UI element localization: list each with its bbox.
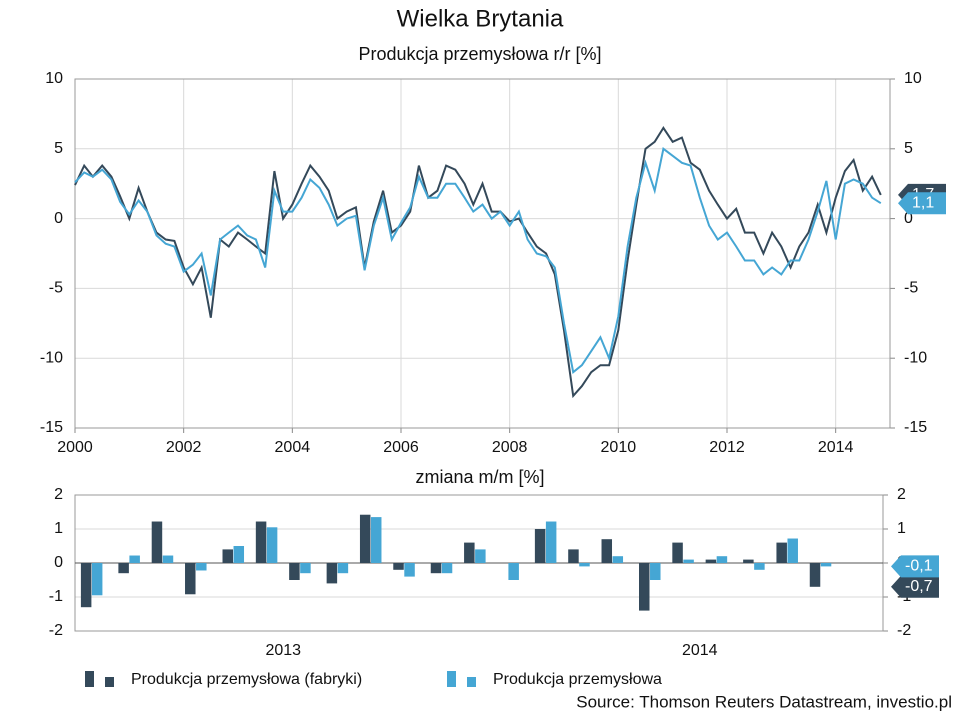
- bar: [579, 563, 590, 567]
- line-series: [74, 126, 882, 399]
- y2-tick-label: 1: [897, 520, 906, 537]
- y-tick-label: 0: [54, 210, 63, 227]
- bar: [151, 521, 163, 563]
- value-badge: [891, 575, 939, 598]
- y2-tick-label: -10: [904, 349, 927, 366]
- bar: [534, 529, 546, 563]
- value-label: 1,1: [912, 194, 934, 211]
- legend-swatch: [467, 677, 476, 687]
- bar: [370, 517, 382, 563]
- bar: [508, 563, 519, 580]
- bar: [359, 514, 371, 563]
- bar: [820, 563, 832, 567]
- bar: [393, 563, 404, 570]
- bar: [129, 555, 140, 563]
- y-tick-label: 0: [54, 554, 63, 571]
- bar: [266, 527, 278, 563]
- x-tick-label: 2004: [275, 439, 311, 456]
- x-tick-label: 2000: [57, 439, 93, 456]
- page-title: Wielka Brytania: [397, 5, 564, 32]
- bar: [754, 563, 765, 570]
- bar: [601, 539, 613, 563]
- bar: [441, 563, 453, 574]
- bar: [337, 563, 349, 574]
- value-label: -0,1: [905, 558, 933, 575]
- legend-label: Produkcja przemysłowa: [493, 671, 662, 688]
- y-tick-label: 10: [45, 70, 63, 87]
- bar: [404, 563, 415, 577]
- line-series: [74, 147, 882, 375]
- x-tick-label: 2006: [383, 439, 419, 456]
- bar: [716, 556, 728, 563]
- legend-swatch: [105, 677, 114, 687]
- bar: [568, 549, 579, 563]
- chart-title: zmiana m/m [%]: [415, 467, 544, 487]
- x-tick-label: 2014: [818, 439, 854, 456]
- bar: [430, 563, 442, 574]
- bar: [326, 563, 338, 584]
- bar: [639, 563, 650, 611]
- bar: [650, 563, 661, 580]
- y2-tick-label: -5: [904, 280, 918, 297]
- legend-swatch: [447, 671, 456, 687]
- bar: [545, 521, 557, 563]
- bar: [118, 563, 129, 574]
- chart-title: Produkcja przemysłowa r/r [%]: [358, 44, 601, 64]
- plot-frame: [74, 78, 891, 429]
- bar: [776, 542, 787, 563]
- bar: [91, 563, 103, 596]
- bar: [475, 549, 486, 563]
- x-tick-label: 2008: [492, 439, 528, 456]
- bar: [255, 521, 267, 563]
- legend-swatch: [85, 671, 94, 687]
- y-tick-label: 1: [54, 520, 63, 537]
- source: Source: Thomson Reuters Datastream, inve…: [576, 692, 952, 711]
- bar: [683, 559, 694, 563]
- legend-label: Produkcja przemysłowa (fabryki): [131, 671, 362, 688]
- y2-tick-label: 0: [904, 210, 913, 227]
- y-tick-label: -5: [49, 280, 63, 297]
- bar: [233, 546, 245, 563]
- y2-tick-label: 5: [904, 140, 913, 157]
- bar: [705, 559, 717, 563]
- bar: [464, 542, 475, 563]
- value-badge: [891, 555, 939, 578]
- bar: [80, 563, 92, 608]
- y-tick-label: -10: [40, 349, 63, 366]
- bar: [196, 563, 207, 571]
- y-tick-label: -15: [40, 419, 63, 436]
- bar: [787, 538, 798, 563]
- bar: [672, 542, 683, 563]
- y2-tick-label: -2: [897, 622, 911, 639]
- x-tick-label: 2010: [601, 439, 637, 456]
- y2-tick-label: -15: [904, 419, 927, 436]
- bar: [612, 556, 624, 563]
- bar: [185, 563, 196, 595]
- y-tick-label: -1: [49, 588, 63, 605]
- bar: [222, 549, 234, 563]
- x-tick-label: 2014: [682, 642, 718, 659]
- x-tick-label: 2002: [166, 439, 202, 456]
- y-tick-label: -2: [49, 622, 63, 639]
- y2-tick-label: 10: [904, 70, 922, 87]
- value-label: -0,7: [905, 578, 933, 595]
- y-tick-label: 2: [54, 486, 63, 503]
- bar: [809, 563, 821, 587]
- bar: [289, 563, 300, 580]
- x-tick-label: 2013: [265, 642, 301, 659]
- x-tick-label: 2012: [709, 439, 745, 456]
- bar: [162, 555, 174, 563]
- y-tick-label: 5: [54, 140, 63, 157]
- y2-tick-label: 2: [897, 486, 906, 503]
- value-badge: [898, 192, 946, 215]
- bar: [300, 563, 311, 574]
- bar: [743, 559, 754, 563]
